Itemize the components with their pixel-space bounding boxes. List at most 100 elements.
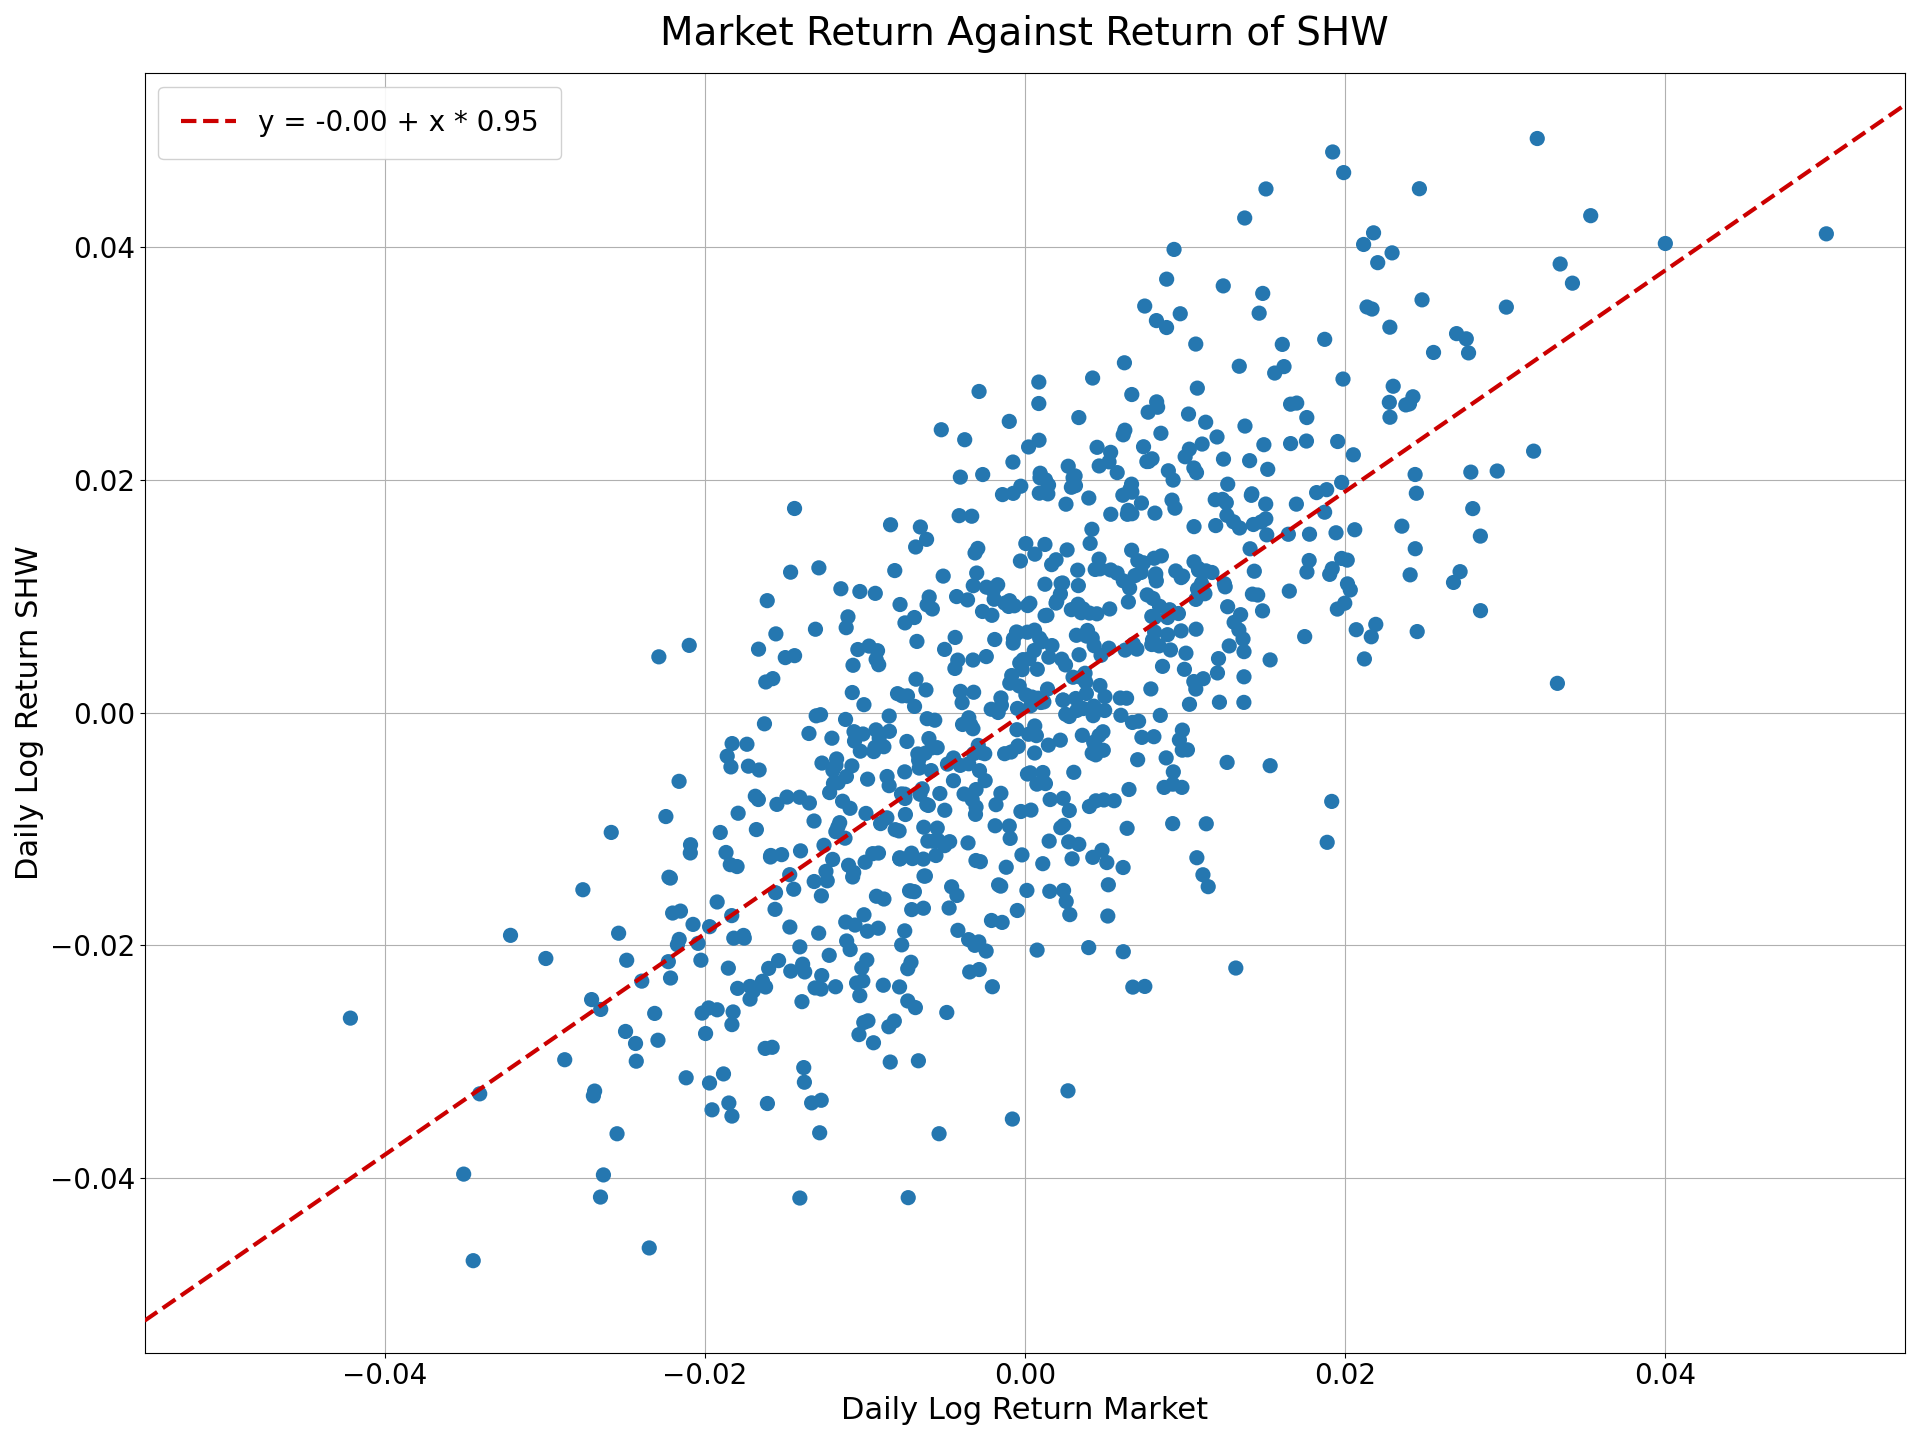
Point — [1121, 638, 1152, 661]
Point — [1054, 706, 1085, 729]
Point — [929, 799, 960, 822]
Point — [833, 854, 864, 877]
Point — [1212, 472, 1242, 495]
Point — [837, 681, 868, 704]
Point — [1117, 503, 1148, 526]
Point — [929, 638, 960, 661]
Point — [1167, 739, 1198, 762]
Point — [964, 958, 995, 981]
Point — [851, 949, 881, 972]
Point — [495, 924, 526, 948]
Point — [1016, 762, 1046, 785]
Point — [937, 876, 968, 899]
Point — [722, 802, 753, 825]
Point — [1110, 419, 1140, 442]
Point — [1058, 665, 1089, 688]
Point — [785, 1187, 816, 1210]
Point — [1252, 458, 1283, 481]
Point — [954, 706, 985, 729]
Point — [1139, 726, 1169, 749]
Point — [1292, 406, 1323, 429]
Point — [889, 919, 920, 942]
Point — [1221, 956, 1252, 979]
Point — [874, 1015, 904, 1038]
Point — [956, 788, 987, 811]
Point — [899, 696, 929, 719]
Point — [964, 930, 995, 953]
Point — [1275, 393, 1306, 416]
Point — [860, 582, 891, 605]
Point — [755, 844, 785, 867]
Point — [1137, 605, 1167, 628]
Point — [908, 864, 939, 887]
Point — [1092, 904, 1123, 927]
Point — [897, 899, 927, 922]
Point — [1073, 602, 1104, 625]
Point — [1081, 743, 1112, 766]
Point — [1139, 547, 1169, 570]
Point — [1375, 406, 1405, 429]
Point — [962, 537, 993, 560]
Point — [739, 785, 770, 808]
Point — [1058, 760, 1089, 783]
Point — [966, 850, 996, 873]
Point — [753, 589, 783, 612]
Point — [1068, 697, 1098, 720]
Point — [1060, 474, 1091, 497]
Point — [1402, 482, 1432, 505]
Point — [968, 464, 998, 487]
Point — [1187, 572, 1217, 595]
Point — [1169, 658, 1200, 681]
Legend: y = -0.00 + x * 0.95: y = -0.00 + x * 0.95 — [159, 86, 561, 158]
Point — [1062, 698, 1092, 721]
Point — [764, 949, 795, 972]
Point — [1181, 333, 1212, 356]
Point — [1041, 549, 1071, 572]
Point — [799, 870, 829, 893]
Point — [885, 975, 916, 998]
Point — [722, 855, 753, 878]
Point — [1056, 847, 1087, 870]
Point — [862, 917, 893, 940]
Point — [1574, 204, 1605, 228]
Point — [912, 793, 943, 816]
Point — [960, 933, 991, 956]
Point — [829, 827, 860, 850]
Point — [995, 815, 1025, 838]
Point — [1167, 564, 1198, 588]
Point — [1066, 602, 1096, 625]
Point — [885, 847, 916, 870]
Point — [1142, 396, 1173, 419]
Point — [1167, 776, 1198, 799]
Point — [996, 1107, 1027, 1130]
Point — [902, 749, 933, 772]
Point — [912, 707, 943, 730]
Point — [1012, 763, 1043, 786]
Point — [804, 1122, 835, 1145]
Point — [914, 727, 945, 750]
Point — [708, 1063, 739, 1086]
Point — [1210, 576, 1240, 599]
Point — [1179, 670, 1210, 693]
Point — [1077, 518, 1108, 541]
Point — [952, 589, 983, 612]
Point — [918, 829, 948, 852]
Point — [695, 1071, 726, 1094]
Point — [983, 573, 1014, 596]
Point — [1116, 383, 1146, 406]
Point — [1256, 755, 1286, 778]
Title: Market Return Against Return of SHW: Market Return Against Return of SHW — [660, 14, 1390, 53]
Point — [716, 732, 747, 755]
Point — [902, 629, 933, 652]
Point — [705, 821, 735, 844]
Point — [1140, 563, 1171, 586]
Point — [962, 562, 993, 585]
Point — [897, 880, 927, 903]
Point — [874, 775, 904, 798]
Point — [960, 795, 991, 818]
Point — [735, 988, 766, 1011]
Point — [1165, 619, 1196, 642]
Point — [943, 919, 973, 942]
Point — [1256, 648, 1286, 671]
Point — [674, 634, 705, 657]
